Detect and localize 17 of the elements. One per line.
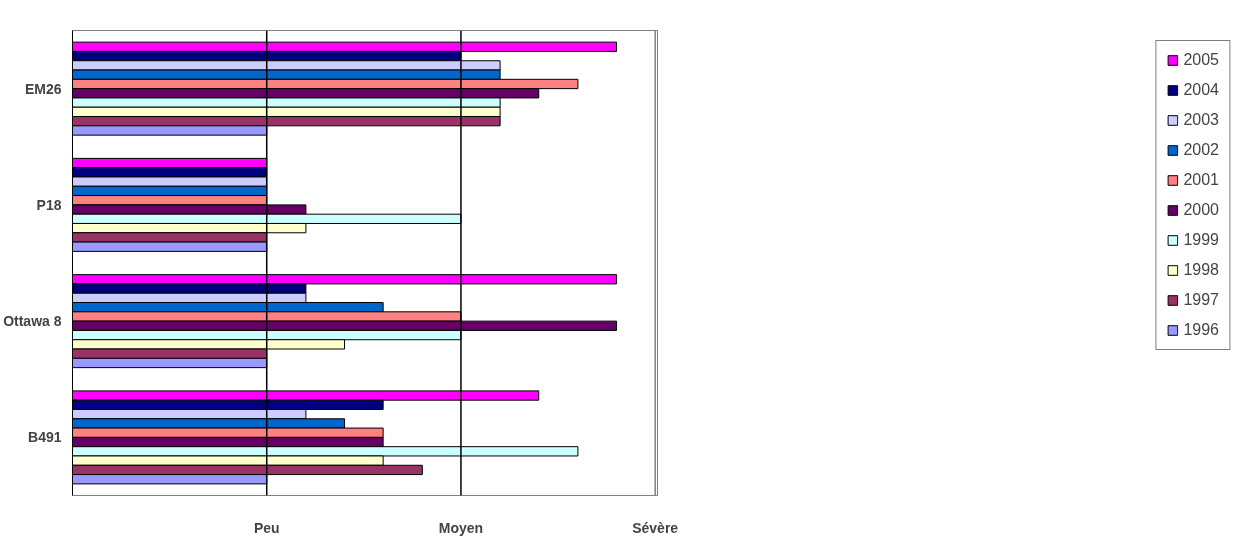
y-tick-label: P18: [36, 196, 62, 213]
legend-label: 1997: [1183, 291, 1219, 309]
legend-label: 2005: [1183, 51, 1219, 69]
legend-label: 1999: [1183, 231, 1219, 249]
ref-line-label: Moyen: [438, 519, 484, 536]
y-tick-label: EM26: [24, 80, 62, 97]
legend-label: 2004: [1183, 81, 1219, 99]
ref-line-label: Sévère: [632, 519, 679, 536]
legend-label: 1996: [1183, 321, 1219, 339]
y-tick-label: B491: [28, 429, 62, 446]
y-tick-label: Ottawa 8: [3, 313, 62, 330]
legend-label: 2002: [1183, 141, 1219, 159]
legend-label: 2003: [1183, 111, 1219, 129]
legend-label: 2000: [1183, 201, 1219, 219]
ref-line-label: Peu: [253, 519, 280, 536]
legend-label: 1998: [1183, 261, 1219, 279]
legend-label: 2001: [1183, 171, 1219, 189]
